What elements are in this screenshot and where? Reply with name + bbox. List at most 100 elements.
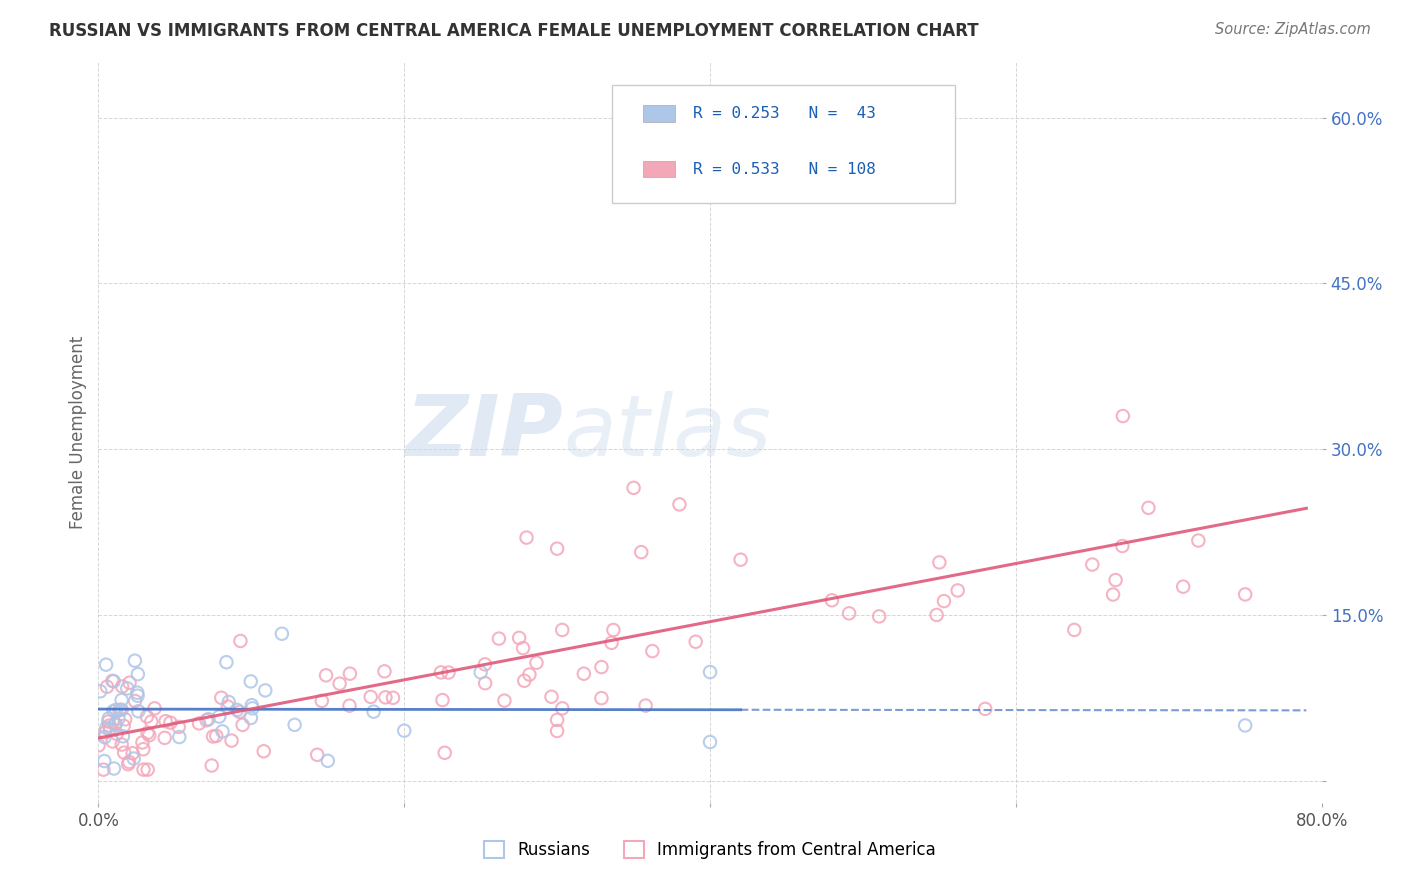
Point bbox=[118, 675, 141, 690]
Point bbox=[97, 712, 120, 726]
Point bbox=[239, 711, 262, 725]
Point bbox=[546, 713, 568, 727]
Point bbox=[136, 726, 159, 740]
Point bbox=[159, 715, 181, 730]
Point bbox=[215, 655, 238, 669]
Point bbox=[433, 746, 456, 760]
Text: ZIP: ZIP bbox=[405, 391, 564, 475]
Point bbox=[103, 704, 125, 718]
Point bbox=[93, 754, 115, 768]
Point bbox=[112, 719, 135, 733]
Point bbox=[114, 712, 136, 726]
Point bbox=[852, 111, 875, 125]
FancyBboxPatch shape bbox=[643, 105, 675, 121]
Point bbox=[132, 742, 155, 756]
Point bbox=[1187, 533, 1209, 548]
Point bbox=[974, 702, 997, 716]
Point bbox=[167, 720, 190, 734]
Point bbox=[89, 684, 111, 698]
Point bbox=[94, 657, 117, 672]
Point bbox=[201, 758, 224, 772]
Point bbox=[127, 667, 149, 681]
Point bbox=[239, 674, 262, 689]
Point bbox=[928, 555, 950, 569]
Point bbox=[432, 693, 454, 707]
Point bbox=[591, 660, 613, 674]
Point bbox=[1137, 500, 1160, 515]
Point bbox=[516, 531, 538, 545]
Point bbox=[117, 681, 139, 696]
Point bbox=[127, 686, 149, 700]
Point bbox=[512, 641, 534, 656]
Point bbox=[94, 725, 117, 739]
Point bbox=[630, 545, 652, 559]
Point bbox=[155, 714, 177, 728]
Point bbox=[118, 755, 141, 769]
Point bbox=[122, 751, 145, 765]
Point bbox=[699, 665, 721, 679]
Point bbox=[138, 728, 160, 742]
Point bbox=[93, 730, 115, 744]
Point bbox=[254, 683, 277, 698]
Point bbox=[188, 716, 211, 731]
Point bbox=[551, 623, 574, 637]
Point bbox=[103, 674, 125, 689]
Text: Source: ZipAtlas.com: Source: ZipAtlas.com bbox=[1215, 22, 1371, 37]
Point bbox=[591, 691, 613, 706]
Point bbox=[111, 703, 134, 717]
Point bbox=[526, 656, 548, 670]
Point bbox=[208, 709, 231, 723]
Point bbox=[925, 607, 948, 622]
Point bbox=[284, 718, 307, 732]
Point bbox=[339, 666, 361, 681]
Point bbox=[1102, 588, 1125, 602]
Point bbox=[202, 730, 225, 744]
Point bbox=[634, 698, 657, 713]
Point bbox=[105, 703, 128, 717]
Point bbox=[205, 729, 228, 743]
Point bbox=[392, 723, 416, 738]
Y-axis label: Female Unemployment: Female Unemployment bbox=[69, 336, 87, 529]
Point bbox=[101, 673, 124, 688]
Point bbox=[474, 657, 496, 672]
Point bbox=[136, 709, 159, 723]
Point bbox=[1173, 580, 1195, 594]
Text: R = 0.253   N =  43: R = 0.253 N = 43 bbox=[693, 106, 876, 121]
Point bbox=[838, 607, 860, 621]
Point bbox=[470, 665, 492, 680]
Point bbox=[540, 690, 562, 704]
Point bbox=[110, 693, 132, 707]
Point bbox=[253, 744, 276, 758]
Point bbox=[197, 712, 219, 726]
Point bbox=[96, 680, 118, 694]
Point bbox=[93, 763, 115, 777]
Point bbox=[218, 695, 240, 709]
Point bbox=[373, 665, 395, 679]
Point bbox=[488, 632, 510, 646]
Point bbox=[124, 654, 146, 668]
Text: R = 0.533   N = 108: R = 0.533 N = 108 bbox=[693, 161, 876, 177]
Point bbox=[221, 733, 243, 747]
Point bbox=[141, 714, 163, 729]
Point bbox=[270, 626, 292, 640]
Point bbox=[117, 757, 139, 772]
Point bbox=[339, 698, 361, 713]
Point bbox=[315, 668, 337, 682]
Point bbox=[430, 665, 453, 680]
Point bbox=[127, 704, 149, 718]
Point bbox=[546, 541, 568, 556]
Point bbox=[98, 722, 121, 736]
Point bbox=[242, 701, 264, 715]
Text: RUSSIAN VS IMMIGRANTS FROM CENTRAL AMERICA FEMALE UNEMPLOYMENT CORRELATION CHART: RUSSIAN VS IMMIGRANTS FROM CENTRAL AMERI… bbox=[49, 22, 979, 40]
Point bbox=[131, 735, 153, 749]
Point bbox=[226, 703, 249, 717]
Point bbox=[104, 716, 127, 731]
Point bbox=[211, 724, 233, 739]
Point bbox=[1111, 539, 1133, 553]
Point bbox=[329, 676, 352, 690]
Point bbox=[97, 714, 120, 729]
Point bbox=[1063, 623, 1085, 637]
Point bbox=[111, 738, 134, 752]
Point bbox=[232, 718, 254, 732]
Point bbox=[228, 705, 250, 719]
